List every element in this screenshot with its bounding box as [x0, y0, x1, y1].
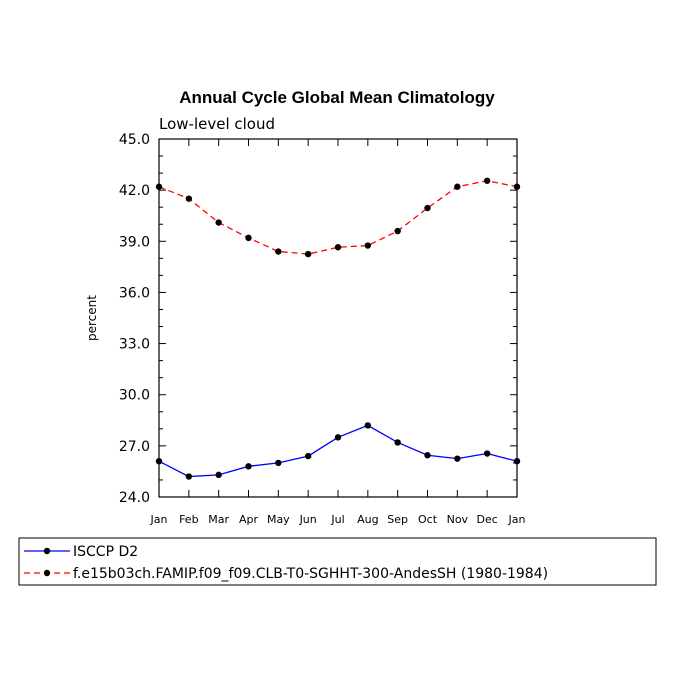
y-axis-label: percent — [85, 295, 99, 341]
series-line — [158, 180, 518, 255]
data-point — [334, 244, 342, 251]
legend-marker — [43, 569, 51, 577]
data-point — [364, 422, 372, 429]
data-point — [483, 177, 491, 184]
y-tick-label: 39.0 — [119, 234, 150, 250]
x-tick-label: Feb — [179, 513, 198, 526]
legend: ISCCP D2 f.e15b03ch.FAMIP.f09_f09.CLB-T0-… — [18, 537, 657, 586]
data-point — [155, 458, 163, 465]
legend-label: f.e15b03ch.FAMIP.f09_f09.CLB-T0-SGHHT-30… — [73, 566, 548, 582]
y-tick-label: 27.0 — [119, 439, 150, 455]
data-point — [185, 195, 193, 202]
data-point — [454, 183, 461, 190]
series-0 — [155, 422, 521, 480]
data-point — [334, 434, 342, 441]
x-tick-label: Nov — [447, 513, 469, 526]
chart-title: Annual Cycle Global Mean Climatology — [179, 88, 495, 107]
x-tick-label: Aug — [357, 513, 378, 526]
x-tick-labels: Jan Feb Mar Apr May Jun Jul Aug Sep Oct Nov Dec Jan — [150, 513, 526, 526]
x-tick-label: Jan — [150, 513, 168, 526]
y-tick-label: 30.0 — [119, 388, 150, 404]
chart-subtitle: Low-level cloud — [159, 115, 275, 133]
legend-item-1: f.e15b03ch.FAMIP.f09_f09.CLB-T0-SGHHT-30… — [24, 566, 548, 582]
data-point — [215, 219, 222, 226]
y-tick-label: 36.0 — [119, 285, 150, 301]
x-tick-label: Mar — [208, 513, 229, 526]
data-point — [364, 242, 372, 249]
data-point — [275, 459, 282, 467]
x-tick-label: Jul — [330, 513, 344, 526]
series-1 — [155, 177, 521, 258]
x-tick-label: Apr — [239, 513, 259, 526]
data-point — [424, 204, 431, 212]
data-point — [513, 183, 521, 190]
data-point — [304, 452, 312, 460]
data-point — [215, 471, 222, 479]
legend-box — [18, 537, 657, 586]
y-tick-label: 42.0 — [119, 183, 150, 199]
y-tick-label: 24.0 — [119, 490, 150, 506]
x-tick-label: Jun — [299, 513, 317, 526]
x-tick-label: Oct — [418, 513, 438, 526]
legend-item-0: ISCCP D2 — [24, 544, 138, 560]
x-tick-label: Jan — [508, 513, 526, 526]
data-point — [245, 463, 252, 470]
y-tick-label: 45.0 — [119, 132, 150, 148]
data-point — [155, 183, 163, 190]
x-tick-label: May — [267, 513, 290, 526]
series-line — [158, 424, 518, 478]
data-point — [275, 248, 282, 255]
axes — [158, 138, 518, 498]
y-tick-labels: 24.0 27.0 30.0 33.0 36.0 39.0 42.0 45.0 — [119, 132, 150, 506]
plot-frame — [158, 138, 518, 498]
data-point — [513, 458, 521, 465]
data-point — [394, 227, 401, 235]
data-point — [245, 234, 252, 242]
legend-marker — [43, 547, 51, 555]
data-point — [185, 473, 193, 480]
data-point — [304, 250, 312, 258]
x-tick-label: Sep — [387, 513, 408, 526]
data-point — [424, 452, 431, 459]
data-series — [155, 177, 521, 480]
legend-label: ISCCP D2 — [73, 544, 138, 560]
y-tick-label: 33.0 — [119, 337, 150, 353]
data-point — [454, 455, 461, 462]
data-point — [394, 439, 401, 446]
x-tick-label: Dec — [477, 513, 498, 526]
data-point — [483, 450, 491, 457]
legend-items: ISCCP D2 f.e15b03ch.FAMIP.f09_f09.CLB-T0-… — [24, 544, 548, 582]
